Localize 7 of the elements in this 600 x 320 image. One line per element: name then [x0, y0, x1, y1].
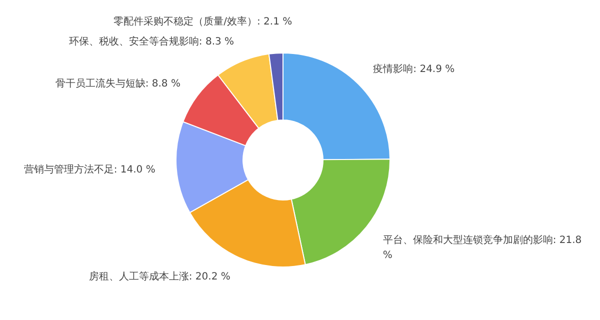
slice-label: 骨干员工流失与短缺: 8.8 % — [55, 77, 180, 90]
slice-label: 环保、税收、安全等合规影响: 8.3 % — [68, 36, 234, 48]
slice-label: 房租、人工等成本上涨: 20.2 % — [88, 270, 230, 283]
slice-label: 平台、保险和大型连锁竞争加剧的影响: 21.8 % — [382, 234, 582, 262]
slice-label: 营销与管理方法不足: 14.0 % — [24, 163, 156, 176]
slice-label: 疫情影响: 24.9 % — [373, 63, 455, 76]
slice-label: 零配件采购不稳定（质量/效率）: 2.1 % — [114, 16, 292, 28]
